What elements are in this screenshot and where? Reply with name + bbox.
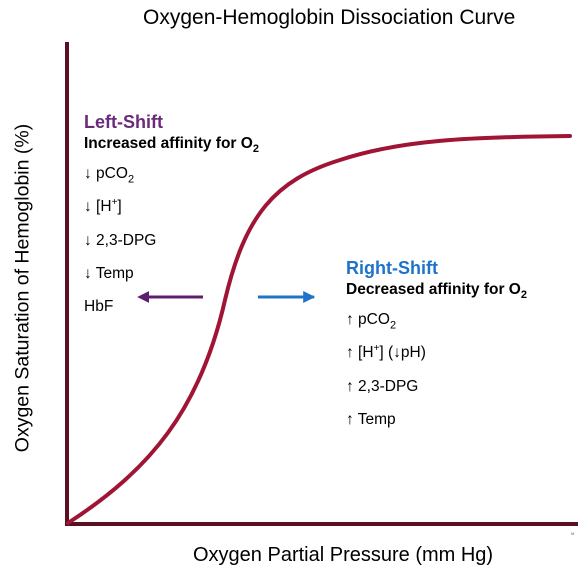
diagram-title: Oxygen-Hemoglobin Dissociation Curve [143, 6, 516, 29]
left-shift-subheading: Increased affinity for O2 [84, 135, 259, 156]
right-shift-heading: Right-Shift [346, 258, 438, 278]
left-shift-heading: Left-Shift [84, 112, 163, 132]
y-axis-label: Oxygen Saturation of Hemoglobin (%) [11, 123, 34, 453]
right-shift-item: ↑ Temp [346, 411, 396, 428]
right-shift-subheading: Decreased affinity for O2 [346, 281, 527, 302]
left-shift-item: HbF [84, 298, 114, 316]
left-shift-item: ↓ [H+] [84, 197, 122, 216]
right-shift-item: ↑ pCO2 [346, 311, 397, 332]
dissociation-curve [66, 134, 572, 525]
left-shift-item: ↓ Temp [84, 265, 134, 282]
left-shift-panel: Left-Shift Increased affinity for O2 ↓ p… [84, 112, 259, 324]
right-shift-panel: Right-Shift Decreased affinity for O2 ↑ … [346, 258, 527, 437]
left-shift-item: ↓ pCO2 [84, 165, 135, 186]
watermark-text: M [571, 531, 575, 536]
right-shift-item: ↑ 2,3-DPG [346, 377, 419, 395]
right-shift-item: ↑ [H+] (↓pH) [346, 343, 426, 362]
x-axis-label: Oxygen Partial Pressure (mm Hg) [193, 544, 494, 566]
left-shift-item: ↓ 2,3-DPG [84, 231, 157, 249]
